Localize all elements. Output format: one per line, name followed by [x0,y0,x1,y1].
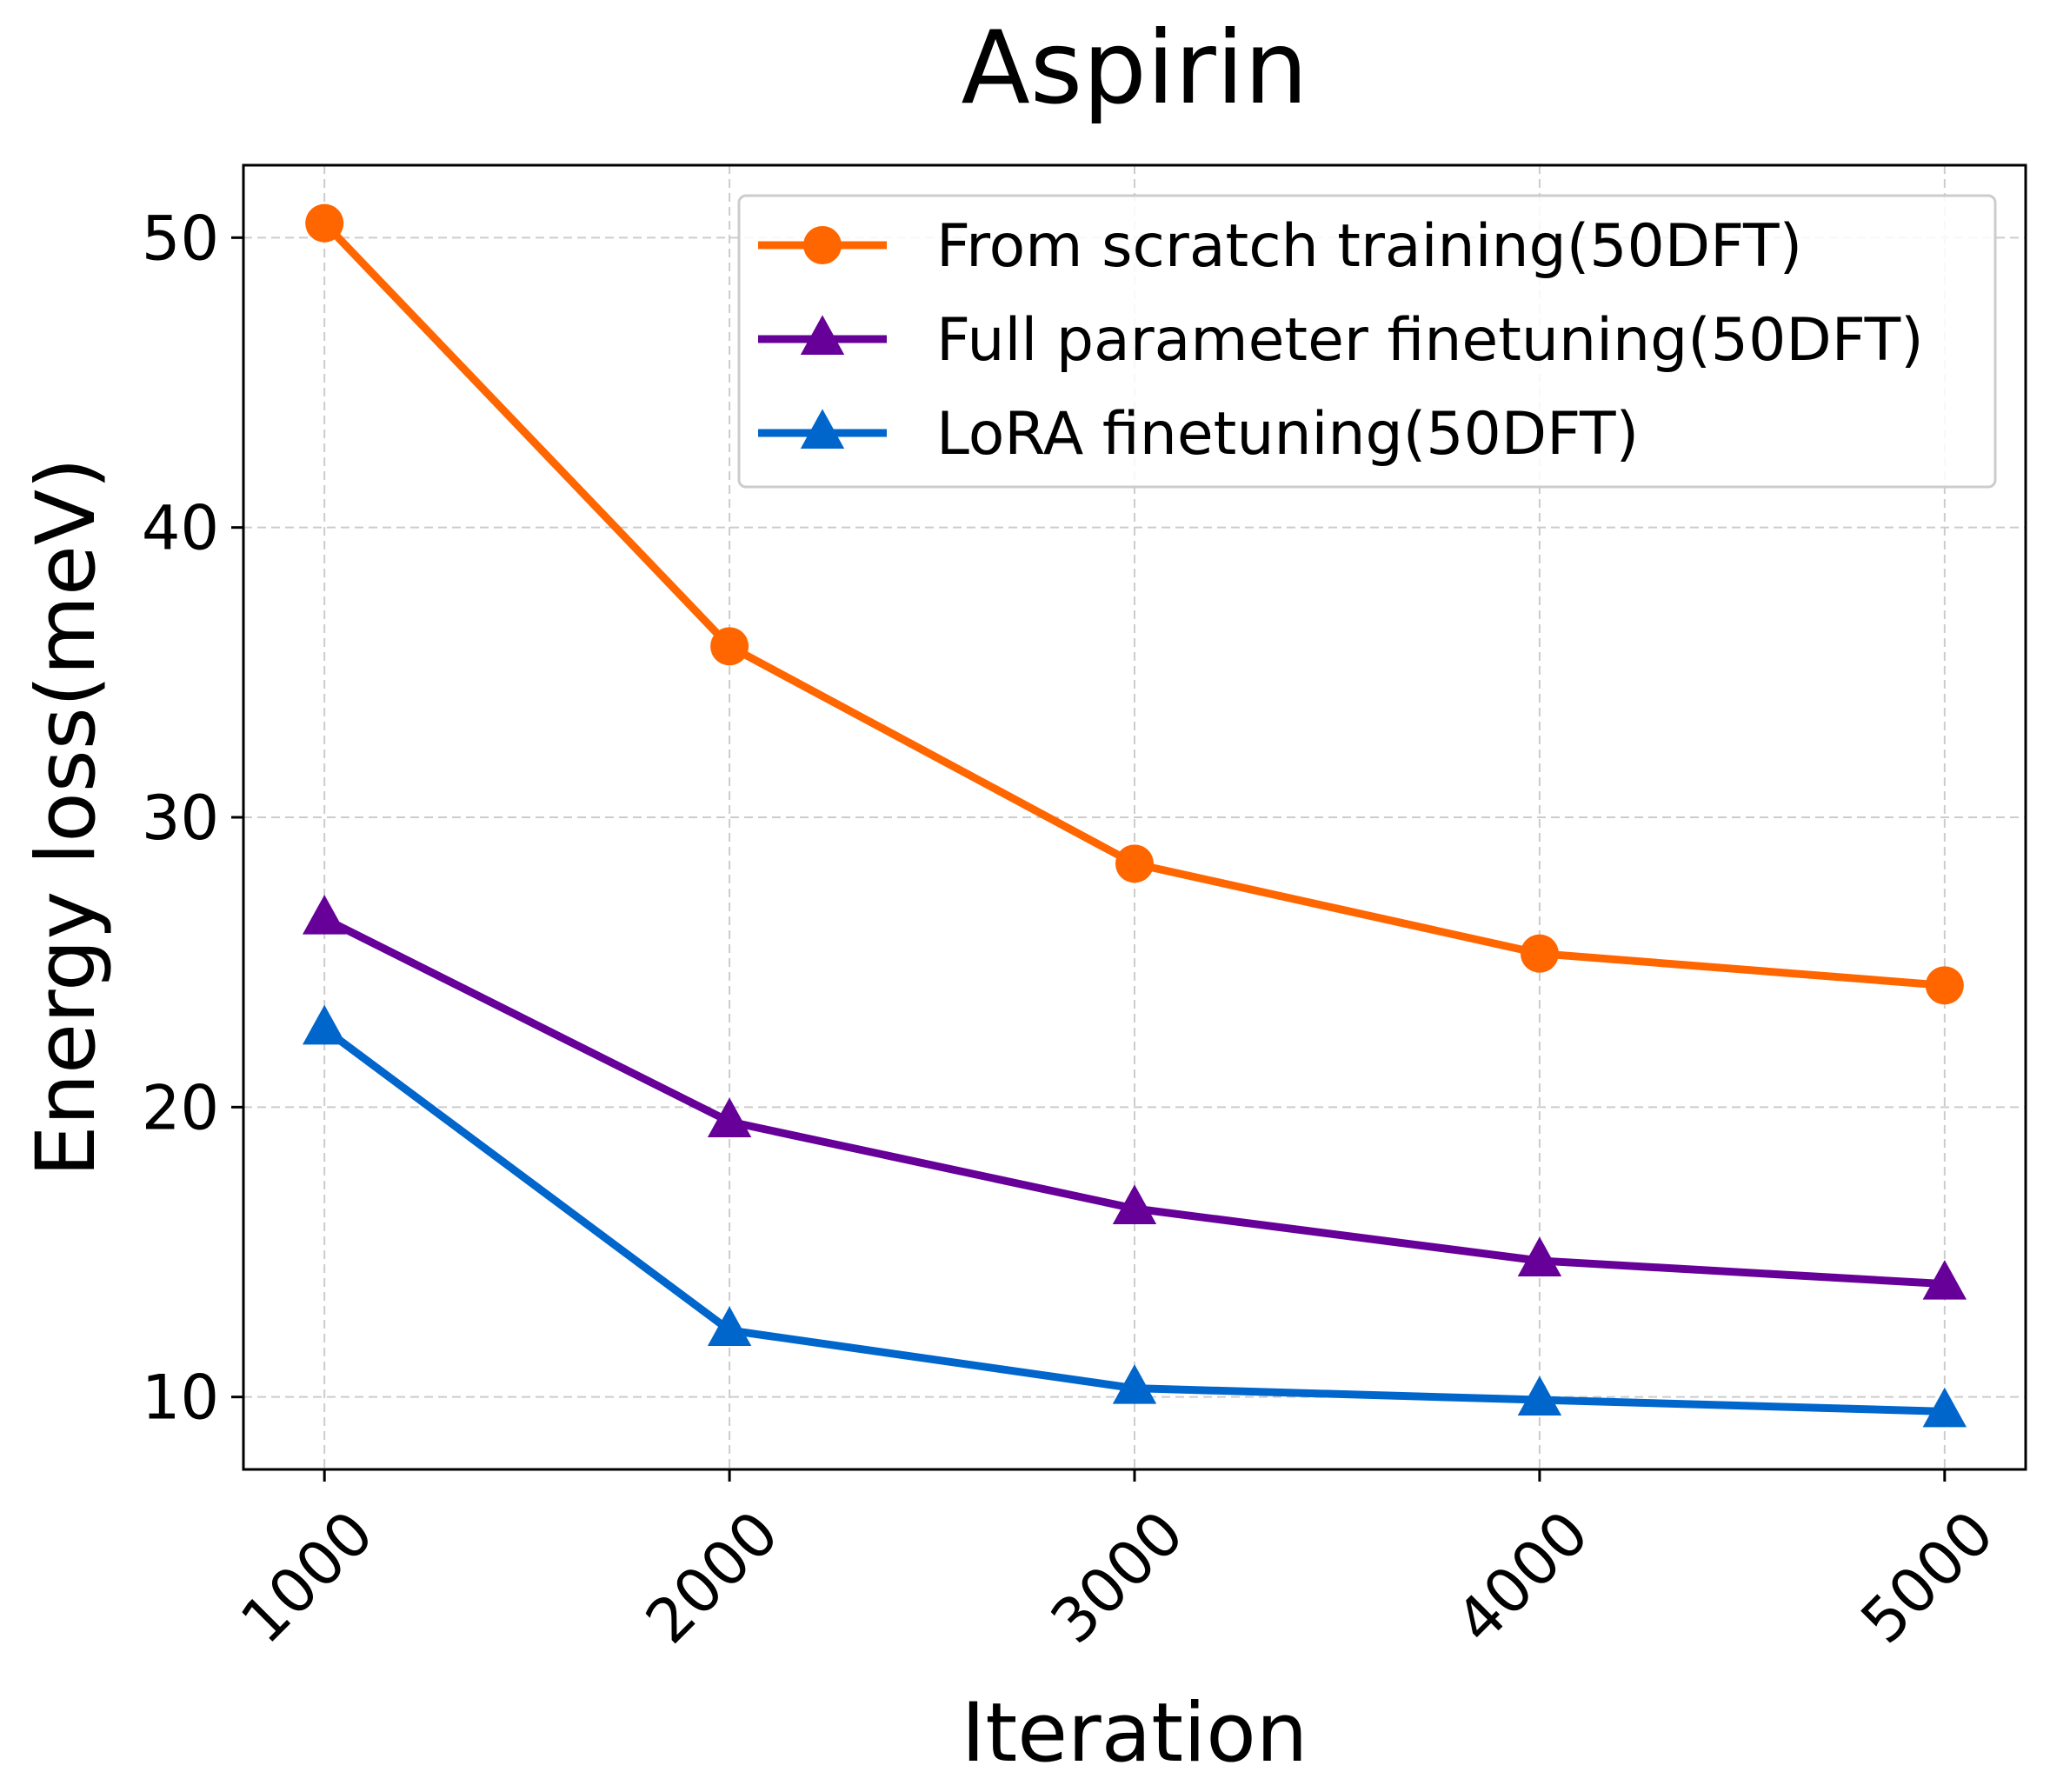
data-point [707,1306,752,1346]
legend: From scratch training(50DFT) Full paramet… [737,194,1997,489]
legend-label: From scratch training(50DFT) [936,212,1802,281]
series-layer [302,203,1967,1428]
legend-box [737,194,1997,489]
data-point [1517,1376,1562,1416]
legend-marker [800,315,845,355]
y-tick-label: 30 [142,783,219,854]
legend-entry: From scratch training(50DFT) [758,212,1802,281]
data-point [1115,844,1154,883]
legend-entry: Full parameter finetuning(50DFT) [758,306,1924,375]
x-axis-label: Iteration [962,1686,1308,1781]
legend-label: LoRA finetuning(50DFT) [936,400,1639,469]
data-point [302,895,347,935]
data-point [1112,1364,1157,1404]
y-tick-label: 50 [142,203,219,274]
data-point [1922,1387,1967,1428]
y-tick-label: 10 [142,1362,219,1434]
chart-title: Aspirin [961,10,1308,127]
data-point [707,1097,752,1137]
data-point [305,203,344,243]
legend-marker [803,226,842,264]
data-point [1925,966,1964,1005]
data-point [302,1004,347,1045]
legend-entry: LoRA finetuning(50DFT) [758,400,1639,469]
data-point [1520,934,1559,973]
y-axis-ticks: 10 20 30 40 50 [142,203,243,1434]
y-tick-label: 40 [142,493,219,564]
y-tick-label: 20 [142,1072,219,1143]
legend-label: Full parameter finetuning(50DFT) [936,306,1924,375]
data-point [710,627,749,666]
y-axis-label: Energy loss(meV) [19,457,114,1177]
data-point [1112,1184,1157,1224]
series-2 [302,895,1967,1300]
data-point [1922,1260,1967,1300]
series-3 [302,1004,1967,1428]
legend-marker [800,409,845,449]
data-point [1517,1236,1562,1276]
series-1 [305,203,1964,1005]
